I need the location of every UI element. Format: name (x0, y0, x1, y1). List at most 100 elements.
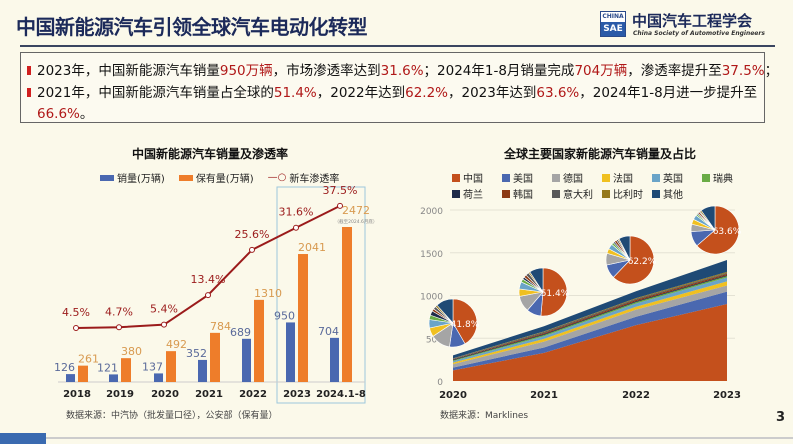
legend-item: 英国 (652, 170, 683, 185)
stock-label: 2041 (298, 241, 326, 254)
left-chart-title: 中国新能源汽车销量及渗透率 (131, 147, 288, 161)
legend-label: 荷兰 (463, 190, 483, 201)
penetration-point (337, 202, 343, 209)
area-比利时 (453, 271, 727, 359)
penetration-point (116, 324, 122, 331)
sales-bar (66, 374, 75, 382)
penetration-label: 4.5% (62, 306, 90, 319)
summary-box: 2023年，中国新能源汽车销量950万辆，市场渗透率达到31.6%；2024年1… (20, 52, 778, 123)
stock-label: 1310 (254, 287, 282, 300)
pie-slice (436, 298, 454, 324)
legend-swatch (702, 173, 710, 182)
x-tick-label: 2022 (622, 390, 650, 401)
area-其他 (453, 260, 727, 359)
legend-line-marker-icon: —○ (267, 172, 287, 183)
legend-item: 美国 (502, 170, 533, 185)
legend-item: 德国 (552, 170, 583, 185)
left-chart-source: 数据来源：中汽协（批发量口径），公安部（保有量） (66, 411, 278, 421)
y-tick-label: 1000 (420, 293, 443, 303)
stock-label: 492 (166, 338, 187, 351)
pie-slice (696, 205, 740, 255)
y-tick-label: 2000 (420, 207, 443, 217)
pie-label: 41.8% (451, 320, 480, 330)
x-tick-label: 2024.1-8 (316, 389, 366, 400)
sales-label: 352 (186, 347, 207, 360)
x-tick-label: 2023 (283, 389, 311, 400)
pie-label: 63.6% (713, 227, 742, 237)
penetration-label: 4.7% (105, 305, 133, 318)
sales-bar (198, 359, 207, 382)
sales-bar (109, 374, 118, 382)
sales-label: 689 (230, 326, 251, 339)
summary-bullet-2: 2021年，中国新能源汽车销量占全球的51.4%，2022年达到62.2%，20… (27, 81, 757, 101)
legend-swatch (602, 173, 610, 182)
logo-name-cn: 中国汽车工程学会 (632, 12, 753, 30)
x-tick-label: 2020 (439, 390, 467, 401)
legend-label: 英国 (663, 174, 683, 185)
legend-label: 法国 (613, 174, 633, 185)
sales-label: 137 (142, 360, 163, 373)
sales-bar (286, 322, 295, 382)
logo-name-en: China Society of Automotive Engineers (633, 30, 765, 37)
area-英国 (453, 277, 727, 363)
stock-bar (254, 299, 264, 382)
area-荷兰 (453, 275, 727, 361)
legend-item: 意大利 (552, 186, 593, 201)
penetration-label: 37.5% (323, 184, 358, 197)
legend-label: 比利时 (613, 190, 643, 201)
legend-swatch (552, 189, 560, 198)
summary-bullet-1: 2023年，中国新能源汽车销量950万辆，市场渗透率达到31.6%；2024年1… (27, 59, 778, 79)
legend-item: 中国 (452, 170, 483, 185)
legend-swatch-stock (178, 174, 193, 181)
pie-slice (700, 205, 716, 231)
bullet-icon (27, 88, 31, 97)
legend-label: 其他 (663, 190, 683, 201)
legend-item: 法国 (602, 170, 633, 185)
bullet-icon (27, 66, 31, 75)
x-tick-label: 2022 (239, 389, 267, 400)
area-中国 (453, 304, 727, 381)
pie-slice (452, 298, 478, 345)
footer-bar (0, 433, 46, 444)
legend-item: 荷兰 (452, 186, 483, 201)
penetration-label: 31.6% (279, 206, 314, 219)
area-美国 (453, 291, 727, 371)
stock-bar (78, 365, 88, 382)
penetration-point (293, 224, 299, 231)
stock-bar (298, 254, 308, 382)
legend-swatch (452, 189, 460, 198)
penetration-point (249, 246, 255, 253)
penetration-point (161, 321, 167, 328)
y-tick-label: 0 (437, 378, 443, 388)
logo: CHINA SAE 中国汽车工程学会 China Society of Autom… (600, 10, 778, 40)
legend-swatch-sales (100, 174, 114, 181)
penetration-point (205, 292, 211, 299)
stock-bar (342, 227, 352, 382)
legend-label: 韩国 (513, 190, 533, 201)
legend-item: 其他 (652, 186, 683, 201)
pie-slice (612, 235, 655, 285)
annotation-note: （截至2024.6月底） (335, 218, 378, 225)
stock-bar (121, 358, 131, 382)
x-tick-label: 2018 (63, 389, 91, 400)
legend-label: 瑞典 (713, 174, 733, 185)
sales-bar (242, 338, 251, 382)
legend-label: 美国 (513, 174, 533, 185)
penetration-label: 25.6% (235, 228, 270, 241)
legend-item: 比利时 (602, 186, 643, 201)
page-title: 中国新能源汽车引领全球汽车电动化转型 (16, 15, 368, 39)
right-chart-source: 数据来源：Marklines (440, 411, 529, 421)
footer-line (46, 437, 793, 439)
stock-label: 261 (78, 353, 99, 366)
sales-label: 950 (274, 309, 295, 322)
pie-slice (618, 235, 631, 261)
area-瑞典 (453, 276, 727, 362)
left-legend: 销量(万辆) 保有量(万辆) —○ 新车渗透率 (100, 170, 339, 185)
area-意大利 (453, 273, 727, 360)
legend-swatch (502, 189, 510, 198)
pie-label: 51.4% (541, 289, 570, 299)
pie-slice (540, 267, 568, 317)
penetration-label: 13.4% (191, 273, 226, 286)
stock-label: 380 (121, 345, 142, 358)
